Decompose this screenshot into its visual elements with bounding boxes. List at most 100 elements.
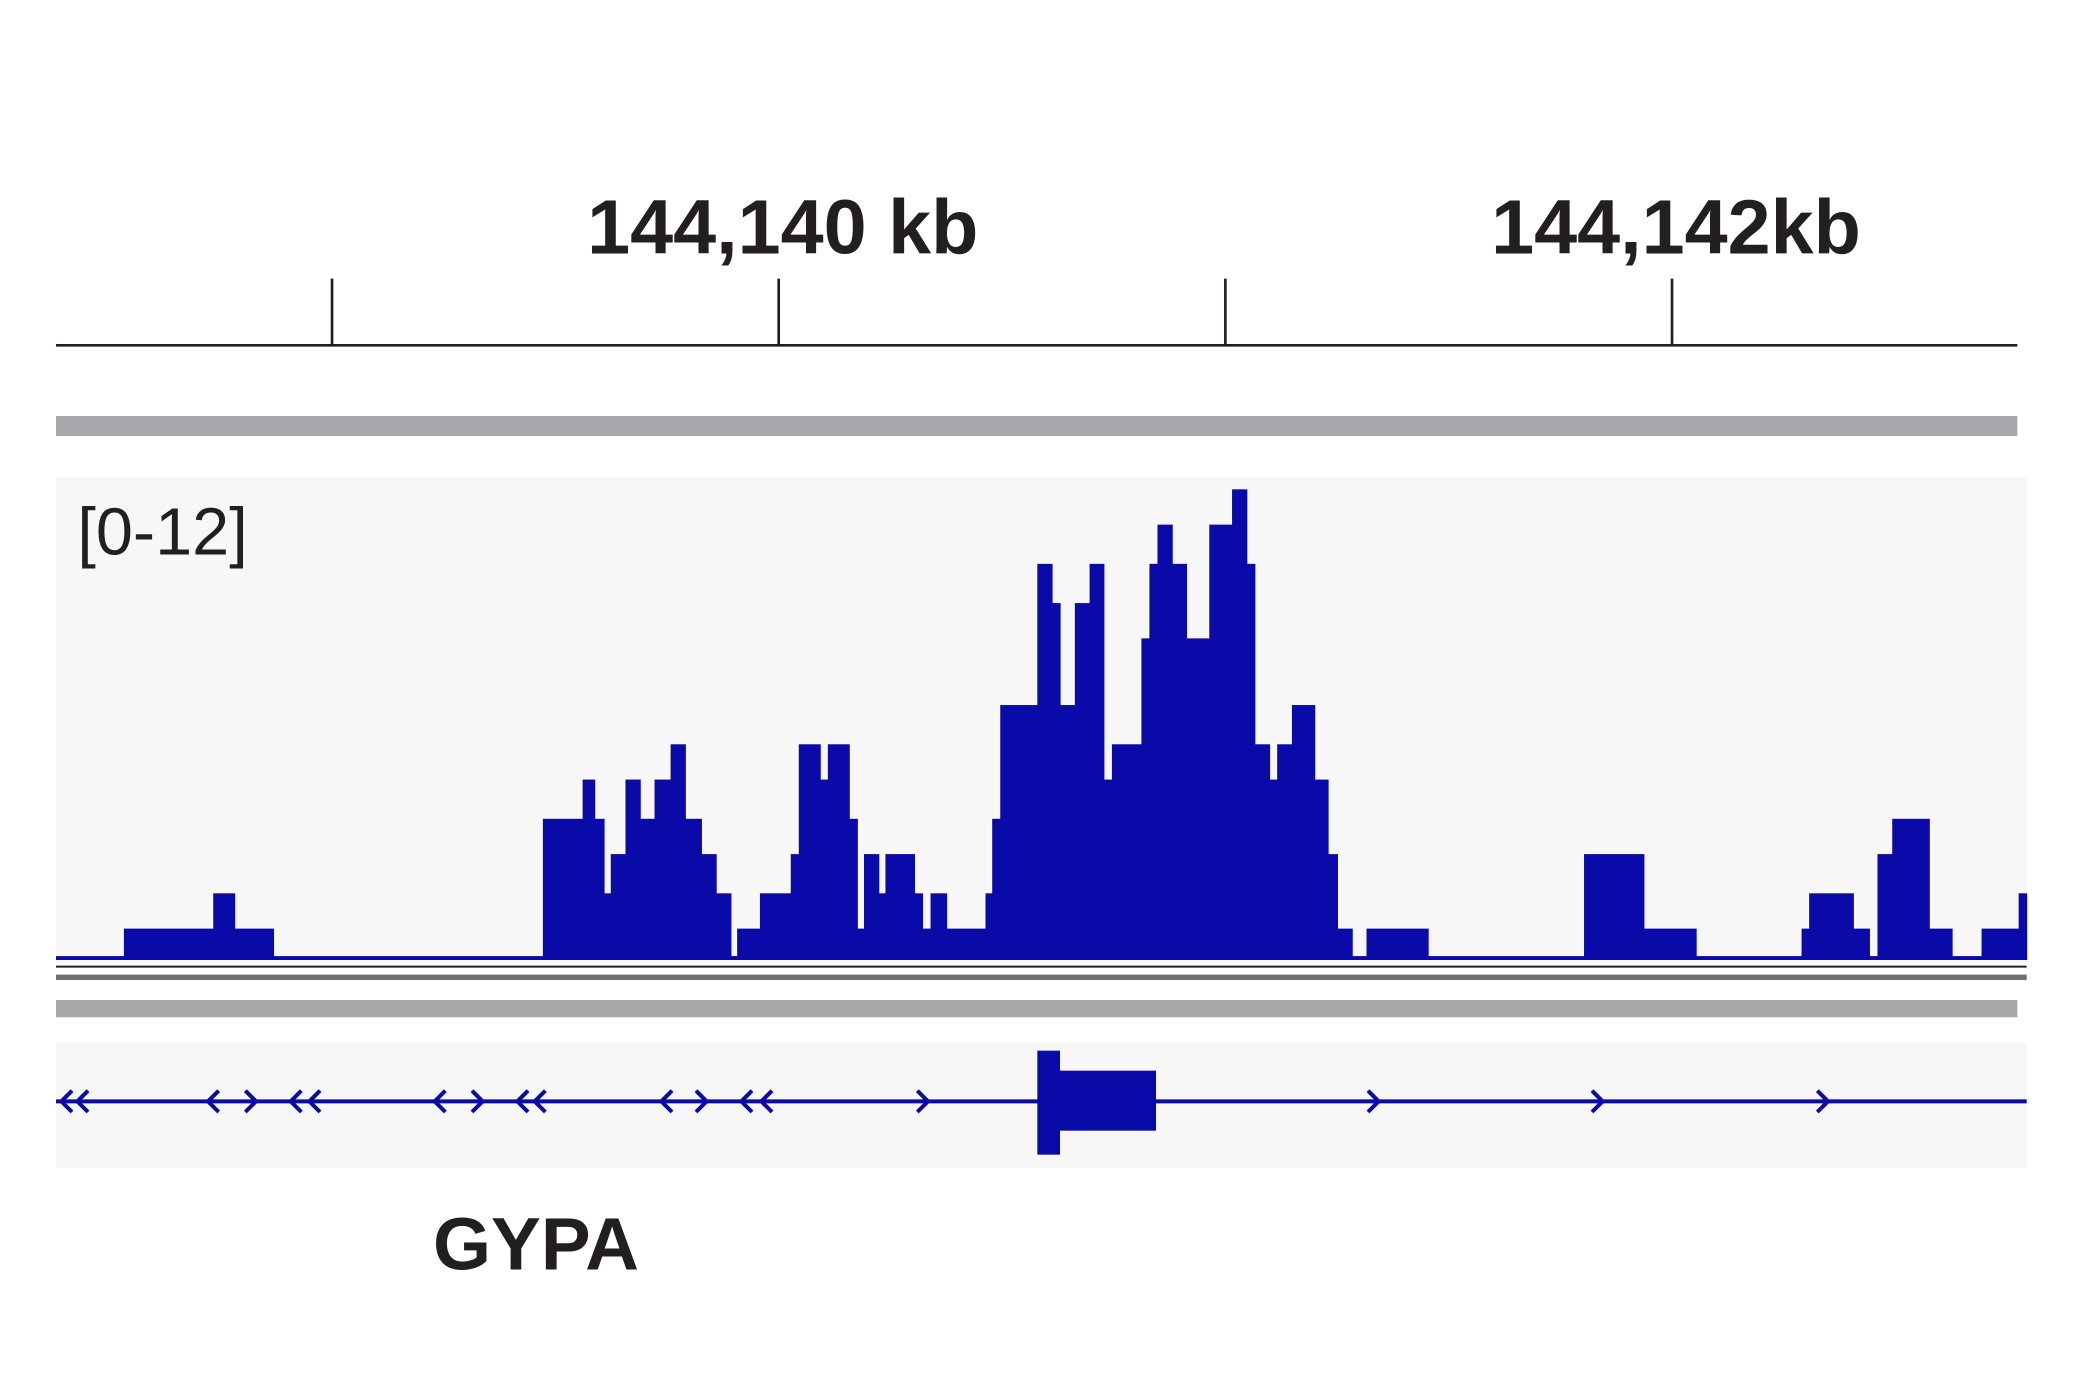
strand-arrow [694,1089,710,1114]
strand-arrow [1366,1089,1382,1114]
coverage-bar [654,779,672,960]
coverage-bar [1074,603,1091,960]
exon [1060,1070,1156,1131]
coverage-bar [273,956,544,960]
coverage-bar [640,818,656,960]
strand-arrow [243,1089,259,1114]
x-tick-label: 144,140 kb [587,184,978,270]
strand-arrow [514,1089,530,1114]
strand-arrow [758,1089,774,1114]
coverage-bar [234,928,275,960]
coverage-bar [849,818,858,960]
coverage-bar [930,893,948,960]
strand-arrow [915,1089,931,1114]
coverage-bar [1869,956,1879,960]
coverage-bar [1157,524,1173,960]
coverage-bar [1929,928,1953,960]
coverage-bar [716,893,732,960]
coverage-bar [1269,779,1278,960]
coverage-bar [213,893,236,960]
coverage-bar [759,893,792,960]
separator-bar [56,416,2018,436]
coverage-bar [1291,705,1316,960]
coverage-bar [2018,893,2028,960]
coverage-bar [542,818,584,960]
coverage-bar [985,893,993,960]
strand-arrow [74,1089,90,1114]
coverage-bar [685,818,702,960]
coverage-bar [1111,744,1142,960]
coverage-bar [1141,638,1150,960]
coverage-bar [885,854,916,960]
coverage-bar [1089,563,1105,960]
coverage-bar [123,928,214,960]
coverage-bar [914,893,924,960]
coverage-bar [1337,928,1353,960]
coverage-bar [1952,956,1983,960]
coverage-bar [1892,818,1930,960]
coverage-bar [730,956,738,960]
coverage-bar [1186,638,1210,960]
coverage-bar [1584,854,1645,960]
coverage-bar [1232,489,1248,960]
coverage-bar [1000,705,1038,960]
strand-arrow [531,1089,547,1114]
coverage-bar [1254,744,1271,960]
coverage-bar [878,893,886,960]
x-tick-label: 144,142kb [1491,184,1861,270]
coverage-bar [1060,705,1076,960]
coverage-bar [1037,563,1053,960]
coverage-bar [1696,956,1803,960]
coverage-bar [992,818,1001,960]
exon [1037,1050,1060,1155]
coverage-bar [1314,779,1329,960]
coverage-bar [827,744,850,960]
strand-arrow [470,1089,486,1114]
strand-arrow [658,1089,674,1114]
strand-arrow [1590,1089,1606,1114]
coverage-bar [582,779,596,960]
coverage-bar [820,779,829,960]
coverage-bar [1209,524,1233,960]
strand-arrow [431,1089,447,1114]
coverage-bar [1981,928,2020,960]
coverage-bar [946,928,987,960]
coverage-bar [1328,854,1339,960]
coverage-bar [610,854,627,960]
coverage-bar [1172,563,1188,960]
coverage-bar [604,893,612,960]
coverage-bar [1103,779,1113,960]
strand-arrow [306,1089,322,1114]
coverage-bar [1801,928,1810,960]
coverage-bar [670,744,686,960]
coverage-bar [864,854,880,960]
strand-arrow [58,1089,74,1114]
strand-arrow [738,1089,754,1114]
strand-arrow [287,1089,303,1114]
coverage-bar [737,928,761,960]
coverage-bar [1246,563,1256,960]
coverage-bar [701,854,717,960]
coverage-bar [1853,928,1870,960]
coverage-bar [625,779,641,960]
separator-bar [56,1000,2018,1018]
coverage-bar [1809,893,1854,960]
coverage-bar [594,818,605,960]
coverage-bar [1149,563,1158,960]
coverage-bar [56,956,125,960]
coverage-bar [1366,928,1429,960]
coverage-bar [798,744,821,960]
coverage-bar [857,928,865,960]
coverage-bar [1643,928,1697,960]
coverage-bar [1052,603,1061,960]
gene-model [56,1050,2027,1155]
range-label: [0-12] [77,496,247,570]
strand-arrow [205,1089,221,1114]
coverage-bar [922,928,932,960]
strand-arrow [1815,1089,1831,1114]
coverage-bar [1877,854,1893,960]
coverage-bar [1352,956,1368,960]
coverage-bar [790,854,800,960]
coverage-bar [1428,956,1585,960]
